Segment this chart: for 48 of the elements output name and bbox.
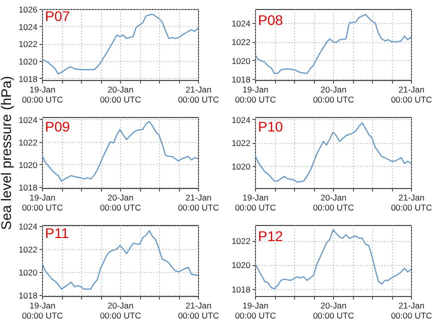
chart-title: P08 <box>258 12 284 28</box>
y-tick-label: 1018 <box>232 284 251 294</box>
x-tick-label: 20-Jan 00:00 UTC <box>100 300 142 320</box>
y-tick-label: 1018 <box>232 74 251 85</box>
x-tick-label: 20-Jan 00:00 UTC <box>312 192 354 212</box>
y-tick-label: 1022 <box>18 137 38 148</box>
x-tick-label: 21-Jan 00:00 UTC <box>178 300 220 320</box>
x-tick-label: 19-Jan 00:00 UTC <box>234 84 276 104</box>
x-tick-label: 19-Jan 00:00 UTC <box>234 192 276 212</box>
y-tick-label: 1024 <box>18 22 38 32</box>
y-tick-label: 1020 <box>18 160 38 170</box>
y-tick-label: 1022 <box>18 244 38 255</box>
x-tick-label: 21-Jan 00:00 UTC <box>390 300 432 320</box>
chart-title: P09 <box>45 118 70 134</box>
y-tick-label: 1024 <box>18 222 38 232</box>
y-tick-label: 1018 <box>18 290 38 300</box>
y-tick-label: 1020 <box>18 267 38 278</box>
chart-title: P10 <box>258 118 284 134</box>
x-tick-label: 20-Jan 00:00 UTC <box>100 192 142 212</box>
chart-title: P12 <box>258 228 284 244</box>
y-tick-label: 1022 <box>18 39 38 50</box>
y-tick-label: 1020 <box>232 56 251 66</box>
y-tick-label: 1022 <box>232 138 251 148</box>
x-tick-label: 20-Jan 00:00 UTC <box>312 84 354 104</box>
x-tick-label: 21-Jan 00:00 UTC <box>178 84 220 104</box>
y-tick-label: 1020 <box>232 260 251 270</box>
y-tick-label: 1018 <box>18 74 38 84</box>
y-tick-label: 1020 <box>232 161 251 172</box>
x-tick-label: 21-Jan 00:00 UTC <box>178 192 220 212</box>
y-tick-label: 1022 <box>232 37 251 48</box>
x-tick-label: 21-Jan 00:00 UTC <box>390 192 432 212</box>
x-tick-label: 19-Jan 00:00 UTC <box>234 300 276 320</box>
chart-title: P11 <box>45 225 70 242</box>
y-axis-title: Sea level pressure (hPa) <box>0 75 14 230</box>
x-tick-label: 19-Jan 00:00 UTC <box>22 300 64 320</box>
y-tick-label: 1024 <box>18 114 38 125</box>
y-tick-label: 1024 <box>232 114 251 125</box>
x-tick-label: 20-Jan 00:00 UTC <box>100 84 142 104</box>
x-tick-label: 19-Jan 00:00 UTC <box>22 84 64 104</box>
x-tick-label: 20-Jan 00:00 UTC <box>312 300 354 320</box>
chart-title: P07 <box>45 8 70 24</box>
x-tick-label: 21-Jan 00:00 UTC <box>390 84 432 104</box>
y-tick-label: 1026 <box>18 4 38 14</box>
x-tick-label: 19-Jan 00:00 UTC <box>22 192 64 212</box>
y-tick-label: 1024 <box>232 18 251 29</box>
y-tick-label: 1020 <box>18 56 38 66</box>
y-tick-label: 1022 <box>232 236 251 246</box>
y-tick-label: 1018 <box>18 182 38 192</box>
